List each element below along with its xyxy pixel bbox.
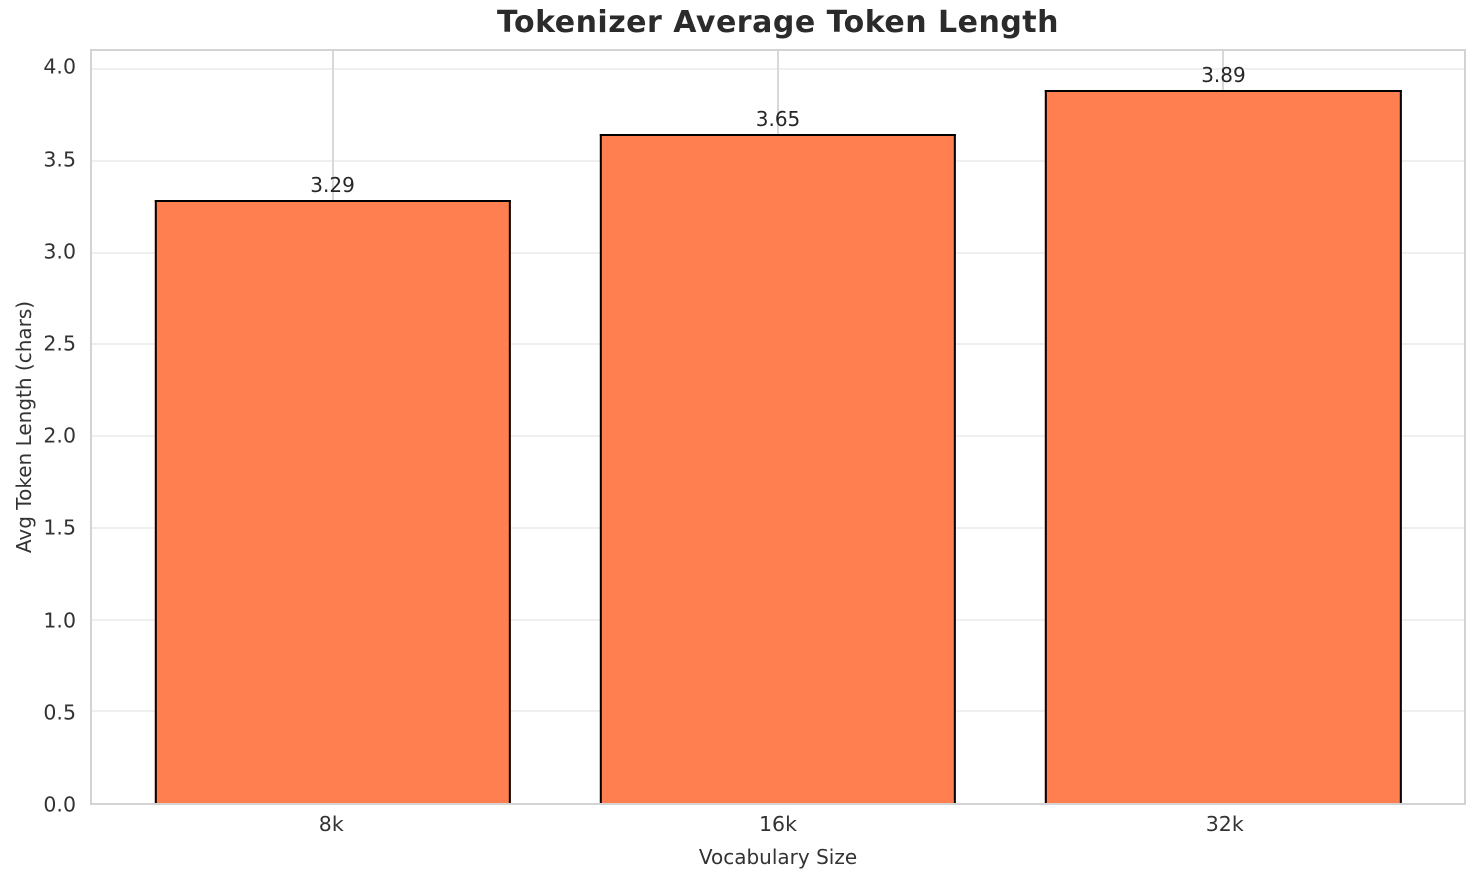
bar-32k <box>1045 89 1402 803</box>
y-tick-label: 2.5 <box>43 331 76 356</box>
x-tick-label: 16k <box>759 812 797 836</box>
bar-value-label: 3.29 <box>310 172 355 197</box>
y-tick-label: 1.0 <box>43 608 76 633</box>
plot-area: 3.29 3.65 3.89 <box>90 49 1466 805</box>
x-tick-label: 32k <box>1205 812 1244 836</box>
chart-title: Tokenizer Average Token Length <box>496 5 1059 40</box>
bar-value-label: 3.89 <box>1201 62 1246 87</box>
y-tick-label: 3.0 <box>43 239 76 264</box>
y-tick-label: 2.0 <box>43 423 76 448</box>
y-tick-label: 3.5 <box>43 147 76 172</box>
bar-16k <box>599 133 957 803</box>
bar-8k <box>154 199 511 803</box>
y-tick-label: 0.5 <box>43 700 76 725</box>
y-tick-label: 4.0 <box>43 54 76 79</box>
y-tick-label: 1.5 <box>43 515 76 540</box>
y-tick-label: 0.0 <box>43 792 76 817</box>
x-tick-label: 8k <box>318 812 344 836</box>
x-axis-label: Vocabulary Size <box>698 845 858 869</box>
bar-value-label: 3.65 <box>755 106 801 131</box>
